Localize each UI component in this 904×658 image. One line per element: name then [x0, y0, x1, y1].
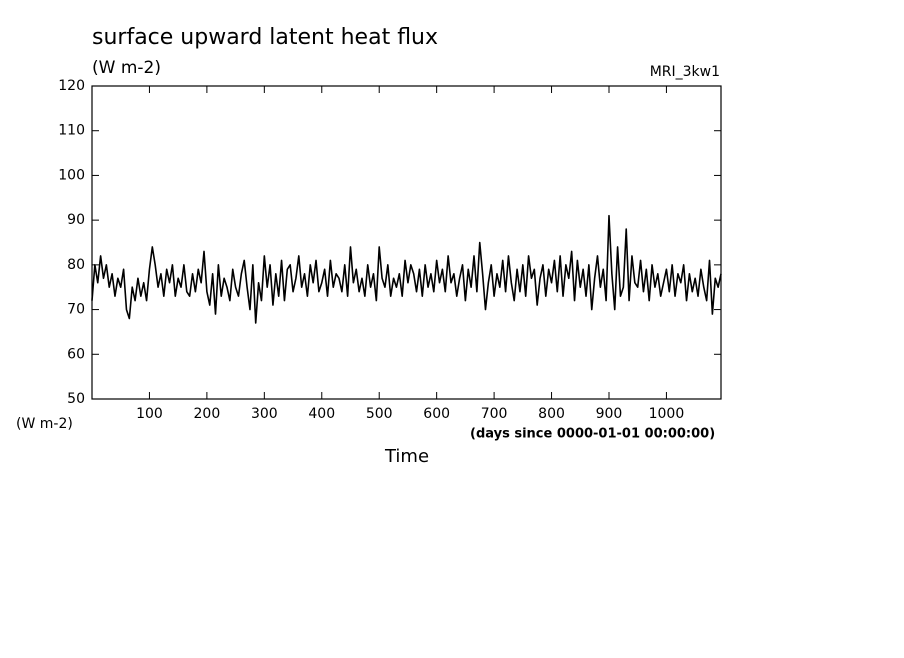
y-tick-label: 50	[67, 391, 85, 407]
chart-title: surface upward latent heat flux	[92, 25, 438, 50]
x-tick-label: 800	[538, 406, 565, 422]
y-tick-label: 80	[67, 257, 85, 273]
y-axis-label: (W m-2)	[16, 416, 73, 432]
source: MRI_3kw1	[650, 64, 720, 80]
x-axis-note: (days since 0000-01-01 00:00:00)	[470, 427, 715, 442]
x-axis-label: Time	[384, 446, 429, 467]
y-tick-label: 100	[58, 167, 85, 183]
y-tick-label: 60	[67, 346, 85, 362]
x-tick-label: 200	[194, 406, 221, 422]
x-tick-label: 600	[423, 406, 450, 422]
x-tick-label: 900	[596, 406, 623, 422]
x-tick-label: 100	[136, 406, 163, 422]
x-tick-label: 300	[251, 406, 278, 422]
data-line	[91, 214, 722, 324]
units: (W m-2)	[92, 58, 161, 78]
x-tick-label: 400	[308, 406, 335, 422]
y-tick-label: 70	[67, 302, 85, 318]
x-tick-label: 700	[481, 406, 508, 422]
y-tick-label: 110	[58, 123, 85, 139]
y-tick-label: 120	[58, 78, 85, 94]
x-tick-label: 1000	[649, 406, 685, 422]
x-tick-label: 500	[366, 406, 393, 422]
plot-frame	[91, 85, 722, 400]
y-tick-label: 90	[67, 212, 85, 228]
